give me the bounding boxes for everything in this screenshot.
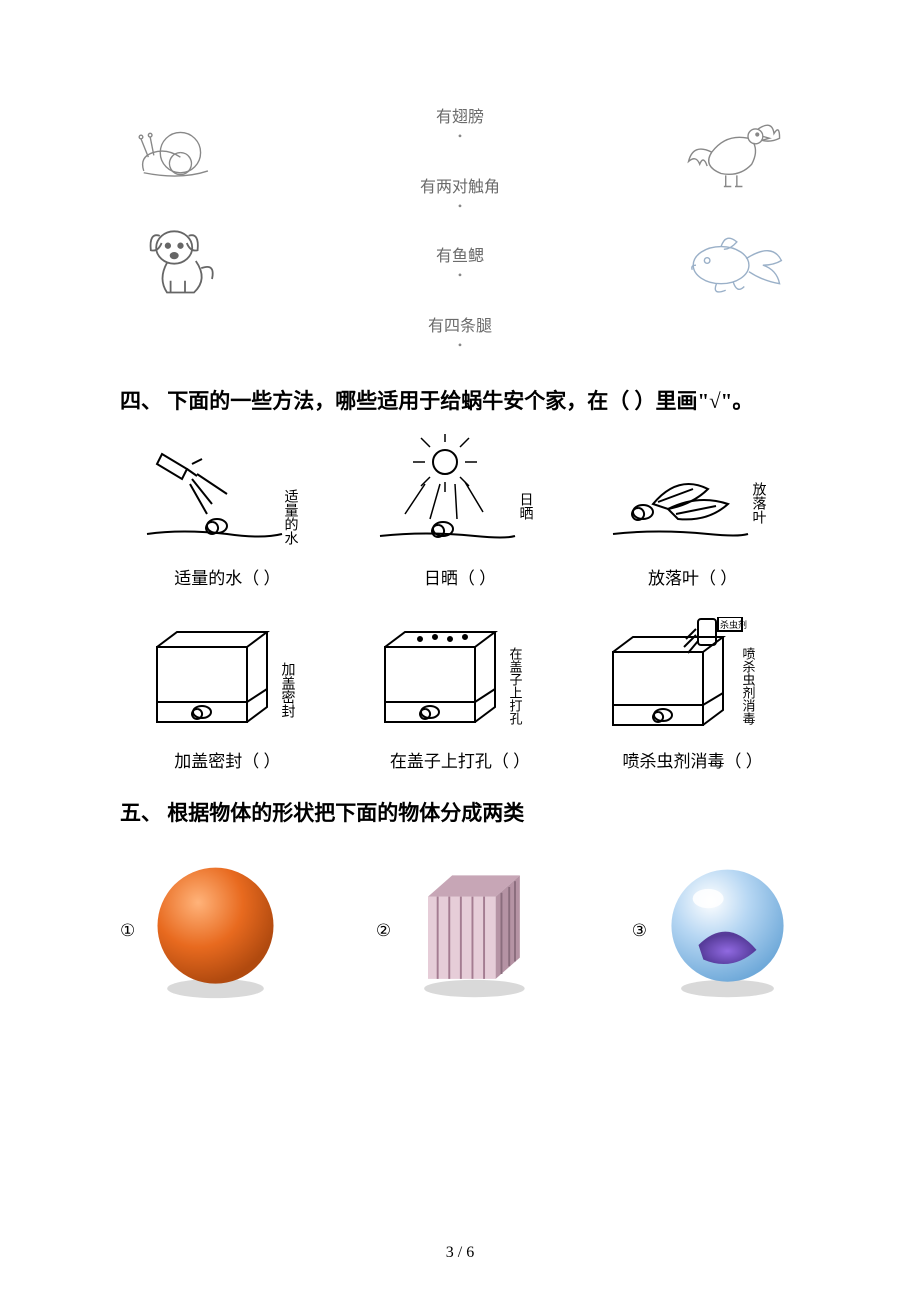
q4-caption: 加盖密封（ ） [174, 747, 280, 772]
holes-box-icon: 在盖子上打孔 [365, 617, 555, 737]
hand-label: 日晒 [517, 492, 532, 520]
trait-gills: 有鱼鳃 • [420, 247, 500, 283]
section4-heading: 四、 下面的一些方法，哪些适用于给蜗牛安个家，在（ ）里画"√"。 [120, 382, 800, 422]
connector-dot: • [420, 338, 500, 352]
page: 有翅膀 • 有两对触角 • 有鱼鳃 • 有四条腿 • [0, 0, 920, 1302]
trait-label: 有鱼鳃 [436, 248, 484, 265]
shape-item-1: ① [120, 858, 288, 1003]
q4-caption: 在盖子上打孔（ ） [390, 747, 530, 772]
trait-label: 有翅膀 [436, 109, 484, 126]
trait-four-legs: 有四条腿 • [420, 317, 500, 353]
glass-marble-icon [655, 858, 800, 1003]
q4-caption: 放落叶（ ） [648, 564, 737, 589]
trait-wings: 有翅膀 • [420, 108, 500, 144]
shape-number: ③ [632, 921, 647, 941]
connector-dot: • [420, 129, 500, 143]
goldfish-icon [670, 213, 800, 308]
q4-item-sealed: 加盖密封 加盖密封（ ） [120, 617, 335, 790]
trait-antennae: 有两对触角 • [420, 178, 500, 214]
connector-dot: • [420, 268, 500, 282]
snail-icon [120, 100, 250, 195]
fallen-leaves-icon: 放落叶 [598, 434, 788, 554]
wooden-cube-icon [399, 858, 544, 1003]
hand-label: 在盖子上打孔 [507, 647, 522, 725]
q4-item-water: 适量的水 适量的水（ ） [120, 434, 335, 607]
matching-traits: 有翅膀 • 有两对触角 • 有鱼鳃 • 有四条腿 • [420, 100, 500, 352]
hand-label: 适量的水 [283, 489, 299, 545]
matching-right-column [670, 100, 800, 308]
hand-label: 喷杀虫剂消毒 [740, 647, 755, 726]
svg-text:杀虫剂: 杀虫剂 [720, 619, 747, 630]
matching-area: 有翅膀 • 有两对触角 • 有鱼鳃 • 有四条腿 • [120, 100, 800, 352]
q4-item-leaves: 放落叶 放落叶（ ） [585, 434, 800, 607]
section5-row: ① ② [120, 858, 800, 1003]
section5-heading: 五、 根据物体的形状把下面的物体分成两类 [120, 794, 800, 834]
q4-caption: 适量的水（ ） [174, 564, 280, 589]
shape-item-3: ③ [632, 858, 800, 1003]
shape-item-2: ② [376, 858, 544, 1003]
q4-item-holes: 在盖子上打孔 在盖子上打孔（ ） [353, 617, 568, 790]
page-footer: 3 / 6 [0, 1244, 920, 1262]
spray-water-icon: 适量的水 [132, 434, 322, 554]
connector-dot: • [420, 199, 500, 213]
sun-expose-icon: 日晒 [365, 434, 555, 554]
trait-label: 有两对触角 [420, 179, 500, 196]
shape-number: ① [120, 921, 135, 941]
pesticide-box-icon: 杀虫剂 喷杀虫剂消毒 [598, 617, 788, 737]
hand-label: 加盖密封 [280, 662, 296, 718]
orange-ball-icon [143, 858, 288, 1003]
section4-grid: 适量的水 适量的水（ ） [120, 434, 800, 790]
dog-icon [120, 213, 250, 308]
q4-item-pesticide: 杀虫剂 喷杀虫剂消毒 喷杀虫剂消毒（ ） [585, 617, 800, 790]
q4-caption: 喷杀虫剂消毒（ ） [623, 747, 763, 772]
rooster-icon [670, 100, 800, 195]
sealed-box-icon: 加盖密封 [132, 617, 322, 737]
q4-item-sun: 日晒 日晒（ ） [353, 434, 568, 607]
matching-left-column [120, 100, 250, 308]
hand-label: 放落叶 [750, 482, 766, 524]
trait-label: 有四条腿 [428, 318, 492, 335]
shape-number: ② [376, 921, 391, 941]
q4-caption: 日晒（ ） [424, 564, 496, 589]
